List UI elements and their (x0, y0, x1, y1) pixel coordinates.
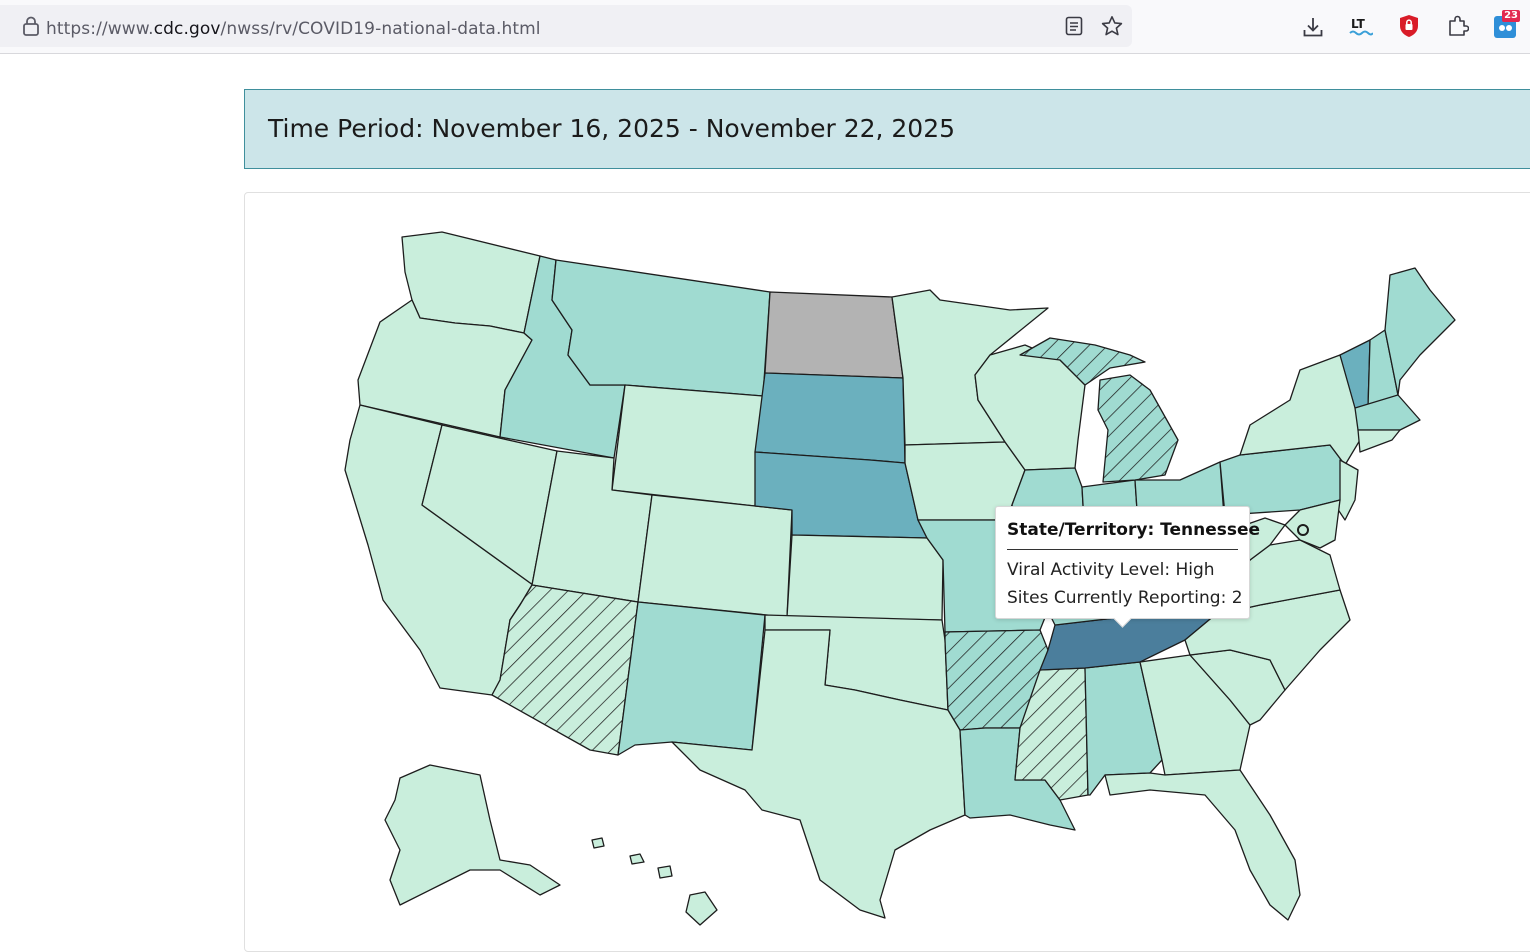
state-alaska[interactable] (384, 764, 561, 906)
state-new-york[interactable] (1239, 354, 1361, 466)
tooltip-title: State/Territory: Tennessee (1007, 520, 1261, 540)
state-wyoming[interactable] (611, 384, 764, 507)
state-hawaii[interactable] (685, 891, 718, 926)
hawaii-islet-2 (629, 853, 645, 865)
state-montana[interactable] (551, 259, 771, 397)
tooltip-level: Viral Activity Level: High (1007, 560, 1215, 580)
tooltip-sites: Sites Currently Reporting: 2 (1007, 588, 1243, 608)
state-kansas[interactable] (786, 534, 944, 621)
download-icon[interactable] (1302, 16, 1324, 38)
state-massachusetts[interactable] (1354, 394, 1421, 431)
url-text[interactable]: https://www.cdc.gov/nwss/rv/COVID19-nati… (46, 19, 541, 39)
state-south-dakota[interactable] (754, 372, 906, 464)
time-period-banner: Time Period: November 16, 2025 - Novembe… (244, 89, 1530, 169)
state-maryland-delaware[interactable] (1284, 499, 1341, 549)
state-michigan[interactable] (1097, 374, 1179, 483)
state-michigan-upper[interactable] (1019, 337, 1146, 386)
state-maine[interactable] (1384, 267, 1456, 396)
dc-marker[interactable] (1297, 524, 1309, 536)
state-louisiana[interactable] (959, 727, 1076, 831)
lock-icon[interactable] (22, 16, 40, 36)
extension-count-badge: 23 (1502, 10, 1520, 22)
extension-badge-icon[interactable]: 23 (1494, 10, 1520, 38)
tooltip-divider (1007, 549, 1238, 550)
extensions-puzzle-icon[interactable] (1447, 15, 1469, 37)
state-connecticut-ri[interactable] (1357, 429, 1401, 453)
reader-view-icon[interactable] (1065, 16, 1083, 36)
svg-text:LT: LT (1351, 17, 1366, 31)
state-texas[interactable] (671, 629, 966, 919)
us-map (344, 231, 1456, 926)
hawaii-islet-3 (591, 837, 605, 849)
address-bar[interactable]: https://www.cdc.gov/nwss/rv/COVID19-nati… (0, 5, 1132, 47)
ublock-shield-icon[interactable] (1398, 14, 1420, 38)
language-tool-icon[interactable]: LT (1349, 14, 1373, 38)
state-colorado[interactable] (637, 494, 793, 618)
hawaii-islet-1 (657, 865, 673, 879)
bookmark-star-icon[interactable] (1101, 15, 1123, 37)
state-florida[interactable] (1104, 769, 1301, 921)
browser-toolbar: https://www.cdc.gov/nwss/rv/COVID19-nati… (0, 0, 1530, 54)
time-period-label: Time Period: November 16, 2025 - Novembe… (268, 114, 956, 143)
state-north-dakota[interactable] (764, 291, 904, 379)
state-tooltip: State/Territory: Tennessee Viral Activit… (995, 506, 1260, 628)
state-new-mexico[interactable] (617, 601, 766, 756)
